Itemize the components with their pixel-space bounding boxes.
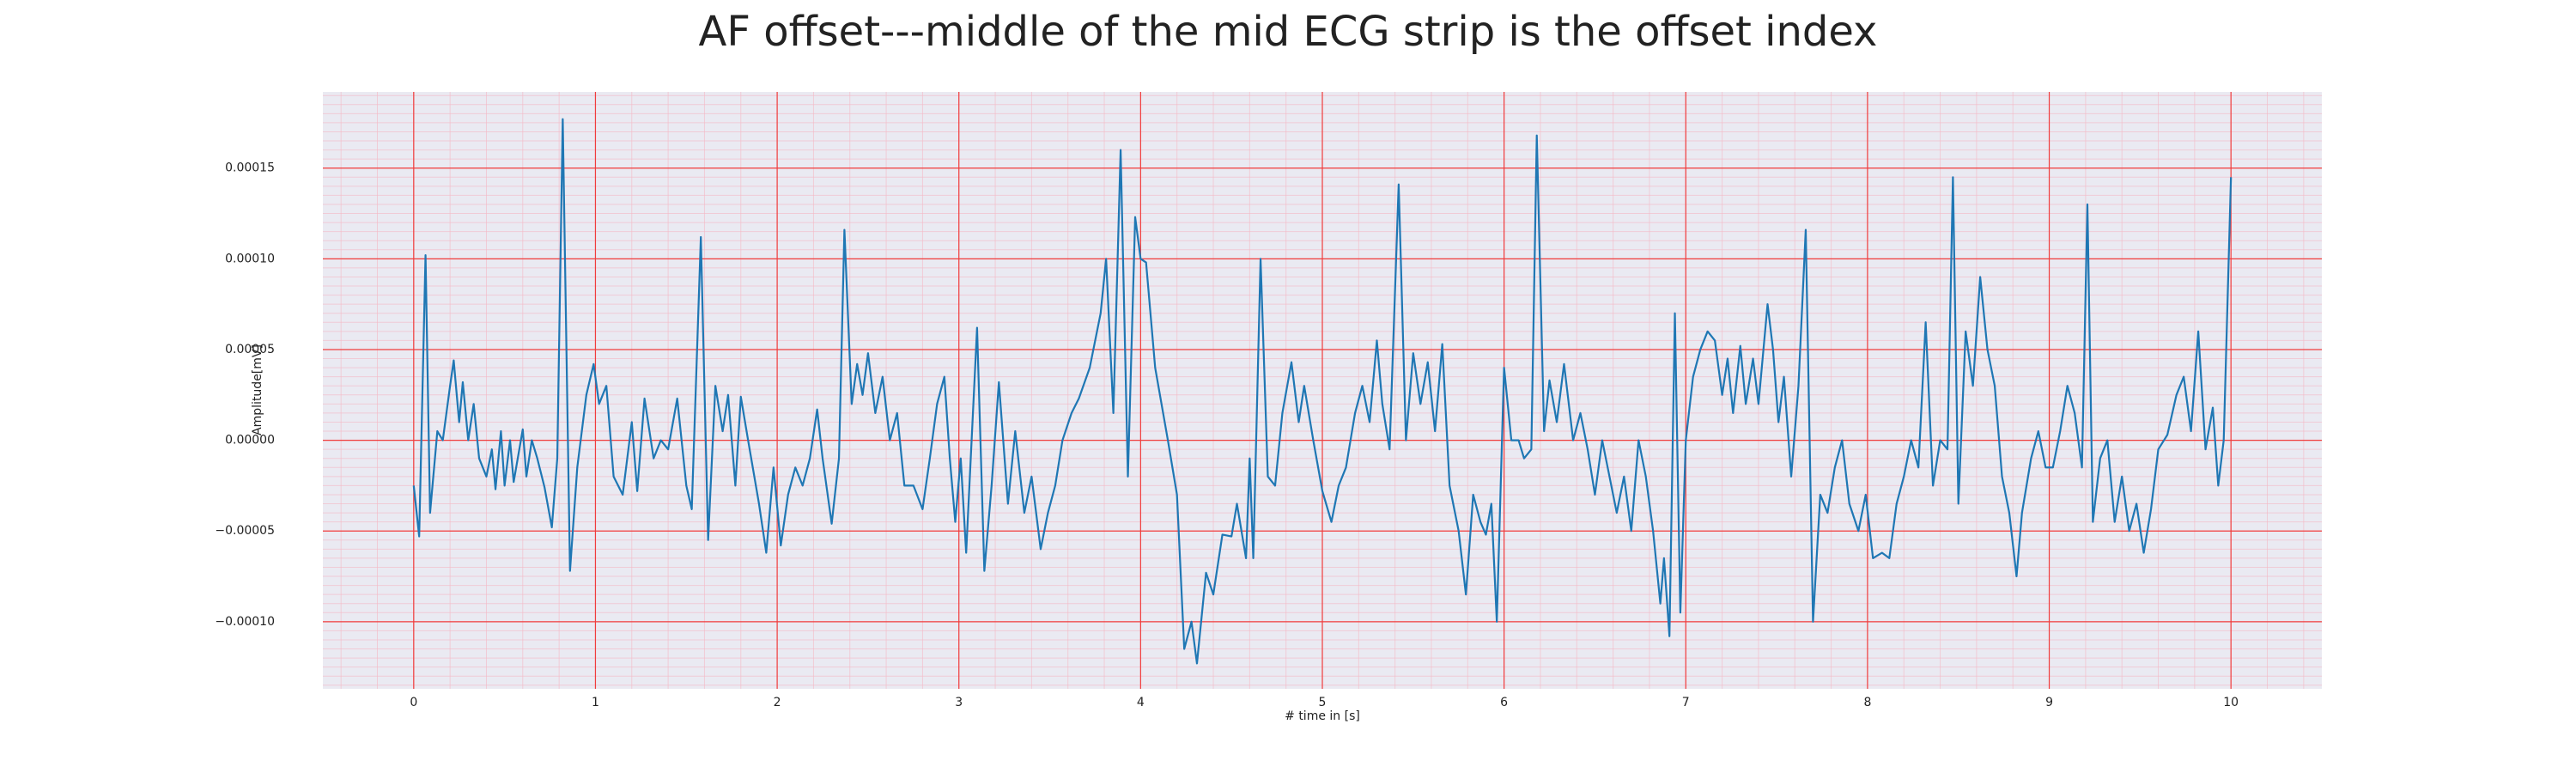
x-tick-label: 7 (1682, 696, 1690, 709)
x-tick-label: 1 (592, 696, 599, 709)
y-axis-label: Amplitude[mV] (251, 344, 264, 435)
x-tick-label: 10 (2223, 696, 2239, 709)
x-tick-label: 9 (2045, 696, 2053, 709)
x-tick-label: 2 (774, 696, 781, 709)
x-tick-label: 6 (1500, 696, 1508, 709)
chart-title: AF offset---middle of the mid ECG strip … (699, 8, 1878, 56)
x-tick-label: 8 (1863, 696, 1871, 709)
x-tick-label: 4 (1137, 696, 1145, 709)
x-tick-label: 3 (955, 696, 963, 709)
y-tick-label: −0.00010 (215, 615, 275, 629)
y-tick-label: 0.00005 (225, 343, 275, 356)
y-tick-label: 0.00000 (225, 434, 275, 447)
y-tick-label: 0.00010 (225, 252, 275, 265)
x-tick-label: 5 (1319, 696, 1327, 709)
y-tick-label: 0.00015 (225, 161, 275, 175)
x-axis-label: # time in [s] (1285, 709, 1360, 723)
x-tick-label: 0 (410, 696, 417, 709)
ecg-line (412, 118, 2233, 665)
y-tick-label: −0.00005 (215, 524, 275, 538)
